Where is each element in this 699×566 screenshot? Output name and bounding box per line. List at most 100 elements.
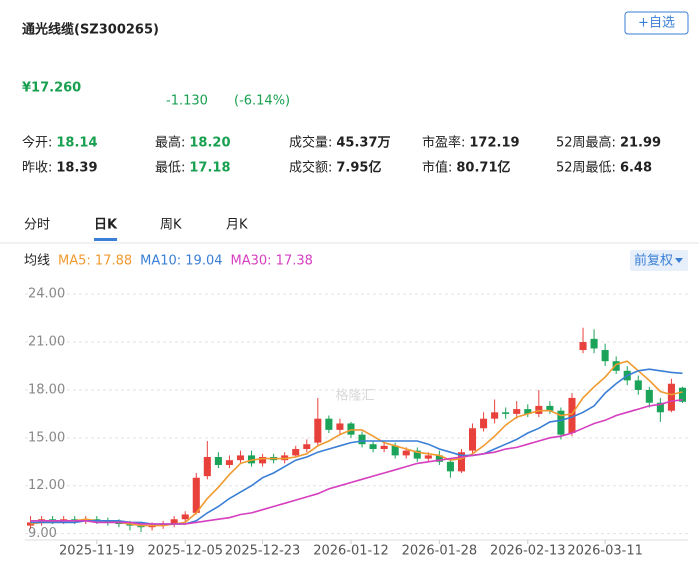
price: ¥17.260 xyxy=(22,81,81,96)
stat-value: 6.48 xyxy=(620,161,652,176)
stat-label: 今开: xyxy=(22,135,52,151)
stat-value: 21.99 xyxy=(620,136,661,151)
candle-body xyxy=(424,455,432,459)
legend-title: 均线 xyxy=(24,254,50,269)
candle-body xyxy=(568,397,576,434)
adjust-label[interactable]: 前复权 xyxy=(634,253,673,269)
watch-button[interactable] xyxy=(624,11,689,35)
stat-label: 最低: xyxy=(155,161,185,176)
candle-body xyxy=(369,444,377,450)
candle-body xyxy=(634,380,642,390)
ma-line xyxy=(30,360,683,527)
stat-label: 52周最高: xyxy=(556,135,616,151)
stat-label: 昨收: xyxy=(22,161,52,176)
stat-value: 17.18 xyxy=(189,161,230,176)
candle-body xyxy=(358,434,366,445)
x-tick-label: 2025-11-19 xyxy=(59,544,135,559)
candle-body xyxy=(192,477,200,513)
dropdown-arrow xyxy=(675,258,683,263)
candle-body xyxy=(380,445,388,450)
candle-body xyxy=(137,525,145,528)
y-tick-label: 9.00 xyxy=(28,526,57,541)
adjust-dropdown[interactable] xyxy=(630,250,688,271)
candle-body xyxy=(612,361,620,371)
x-tick-label: 2026-01-28 xyxy=(402,544,478,559)
candle-body xyxy=(259,456,267,464)
candle-body xyxy=(325,418,333,430)
candle-body xyxy=(225,460,233,465)
candle-body xyxy=(314,418,322,443)
candle-body xyxy=(446,461,454,472)
price-change: -1.130 xyxy=(166,94,208,109)
candle-body xyxy=(236,455,245,461)
candle-body xyxy=(513,409,521,414)
candle-body xyxy=(281,455,289,461)
watch-button-label[interactable]: +自选 xyxy=(638,16,675,31)
stat-label: 成交量: xyxy=(289,135,332,151)
candle-body xyxy=(524,409,532,414)
candle-body xyxy=(214,456,222,465)
x-tick-label: 2026-03-11 xyxy=(567,544,643,559)
stat-value: 45.37万 xyxy=(336,136,390,151)
stat-value: 18.20 xyxy=(189,136,230,151)
legend-entry: MA5: 17.88 xyxy=(58,254,132,269)
stat-label: 市值: xyxy=(422,160,452,176)
candle-body xyxy=(546,405,554,411)
stat-value: 7.95亿 xyxy=(336,160,381,176)
stat-label: 52周最低: xyxy=(556,161,616,176)
candle-body xyxy=(579,342,587,351)
candle-body xyxy=(601,350,609,362)
y-tick-label: 21.00 xyxy=(28,335,65,350)
tab[interactable]: 日K xyxy=(94,218,118,233)
candle-body xyxy=(678,387,687,402)
y-tick-label: 24.00 xyxy=(28,287,65,302)
tab-underline xyxy=(94,238,118,241)
stat-value: 18.14 xyxy=(56,136,97,151)
candle-body xyxy=(413,450,421,459)
candle-body xyxy=(457,452,466,472)
candle-body xyxy=(292,449,300,456)
candle-body xyxy=(115,522,123,525)
x-tick-label: 2026-01-12 xyxy=(313,544,389,559)
stat-value: 18.39 xyxy=(56,161,97,176)
candle-body xyxy=(645,389,653,403)
candle-body xyxy=(391,445,399,456)
legend-entry: MA10: 19.04 xyxy=(140,254,222,269)
candle-body xyxy=(435,455,443,462)
candle-body xyxy=(590,338,598,349)
tab[interactable]: 周K xyxy=(160,218,182,233)
candle-body xyxy=(491,412,499,419)
candle-body xyxy=(303,444,311,450)
price-change-pct: (-6.14%) xyxy=(234,94,290,109)
x-tick-label: 2026-02-13 xyxy=(490,544,566,559)
y-tick-label: 18.00 xyxy=(28,382,65,397)
candle-body xyxy=(667,383,675,411)
x-tick-label: 2025-12-23 xyxy=(225,544,301,559)
legend-entry: MA30: 17.38 xyxy=(231,254,313,269)
stat-value: 172.19 xyxy=(469,136,519,151)
stock-title: 通光线缆(SZ300265) xyxy=(22,22,159,38)
tab[interactable]: 月K xyxy=(226,218,248,233)
candle-body xyxy=(402,450,410,456)
candle-body xyxy=(126,524,134,526)
candle-body xyxy=(336,423,344,430)
candle-body xyxy=(170,519,178,525)
x-tick-label: 2025-12-05 xyxy=(147,544,223,559)
candle-body xyxy=(468,428,477,451)
stat-value: 80.71亿 xyxy=(456,160,510,176)
candle-body xyxy=(656,402,664,413)
candle-body xyxy=(203,456,211,477)
candle-body xyxy=(181,514,189,520)
candle-body xyxy=(557,410,565,435)
ma-line xyxy=(30,399,683,525)
candle-body xyxy=(148,525,156,528)
stat-label: 最高: xyxy=(155,135,185,151)
candle-body xyxy=(502,412,510,414)
stat-label: 市盈率: xyxy=(422,135,465,151)
ma-line xyxy=(30,368,683,525)
tab[interactable]: 分时 xyxy=(24,218,50,233)
candle-body xyxy=(347,423,355,435)
stat-label: 成交额: xyxy=(289,160,332,176)
